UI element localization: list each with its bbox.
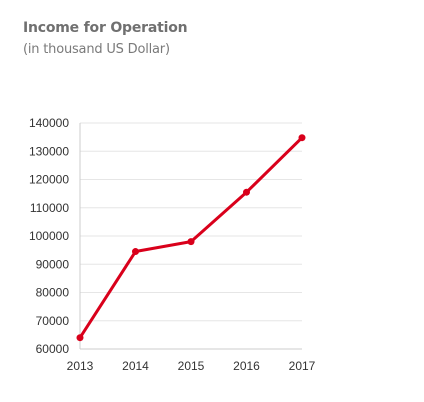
x-tick-labels: 2013 2014 2015 2016 2017 [67, 359, 316, 373]
x-tick-label: 2014 [122, 359, 149, 373]
data-point [298, 134, 306, 142]
y-tick-label: 110000 [30, 201, 69, 215]
series-line [78, 136, 304, 340]
y-tick-labels: 60000 70000 80000 90000 100000 110000 120000 13… [29, 116, 69, 356]
chart-subtitle: (in thousand US Dollar) [23, 42, 170, 57]
y-tick-label: 80000 [36, 286, 70, 300]
axes [79, 123, 302, 350]
x-tick-label: 2015 [178, 359, 205, 373]
data-point [132, 248, 139, 256]
y-tick-label: 70000 [36, 314, 70, 328]
data-point [76, 334, 84, 342]
x-tick-label: 2013 [67, 359, 94, 373]
x-tick-label: 2017 [289, 359, 316, 373]
chart-title: Income for Operation [23, 20, 188, 36]
grid-lines [80, 122, 302, 322]
y-tick-label: 120000 [29, 173, 69, 187]
y-tick-label: 90000 [36, 257, 70, 271]
y-tick-label: 100000 [29, 229, 69, 243]
x-tick-label: 2016 [233, 359, 260, 373]
y-tick-label: 60000 [36, 342, 70, 356]
data-point [243, 188, 250, 196]
y-tick-label: 130000 [29, 144, 69, 158]
y-tick-label: 140000 [29, 116, 69, 130]
data-point [187, 238, 195, 246]
series [76, 134, 306, 342]
